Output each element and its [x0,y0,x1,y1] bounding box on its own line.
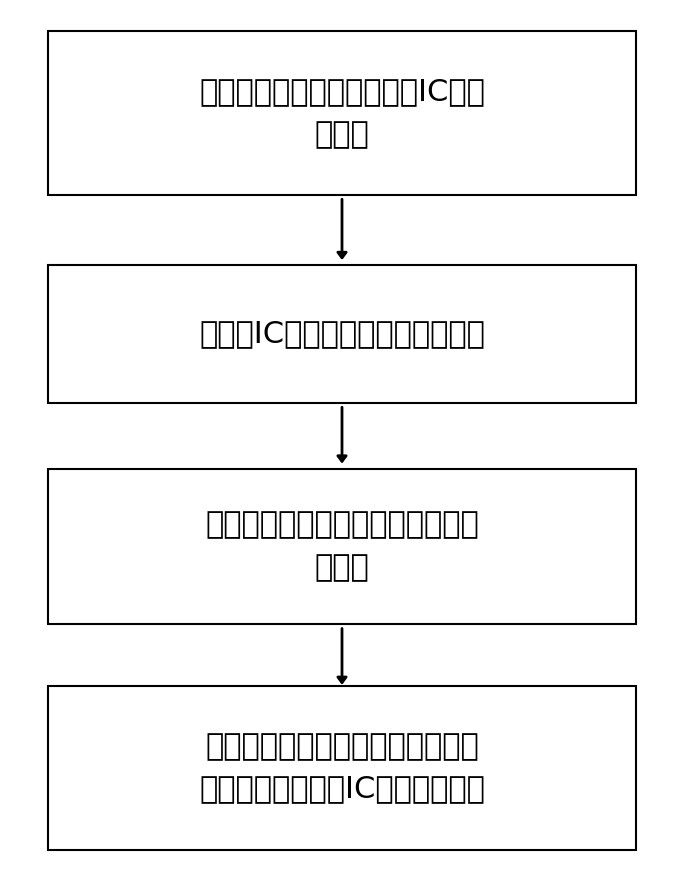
FancyBboxPatch shape [48,266,636,403]
Text: 将分割之后得到的超像素图像输入
能量函数判定柔性IC基板变色缺陷: 将分割之后得到的超像素图像输入 能量函数判定柔性IC基板变色缺陷 [199,732,485,804]
Text: 获取要检测变色缺陷的柔性IC基板
源图像: 获取要检测变色缺陷的柔性IC基板 源图像 [199,77,485,149]
Text: 对预处理后的图像进行超像素图像
的分割: 对预处理后的图像进行超像素图像 的分割 [205,511,479,582]
FancyBboxPatch shape [48,469,636,624]
FancyBboxPatch shape [48,31,636,195]
Text: 对柔性IC基板源图像进行预处理；: 对柔性IC基板源图像进行预处理； [199,319,485,349]
FancyBboxPatch shape [48,686,636,850]
